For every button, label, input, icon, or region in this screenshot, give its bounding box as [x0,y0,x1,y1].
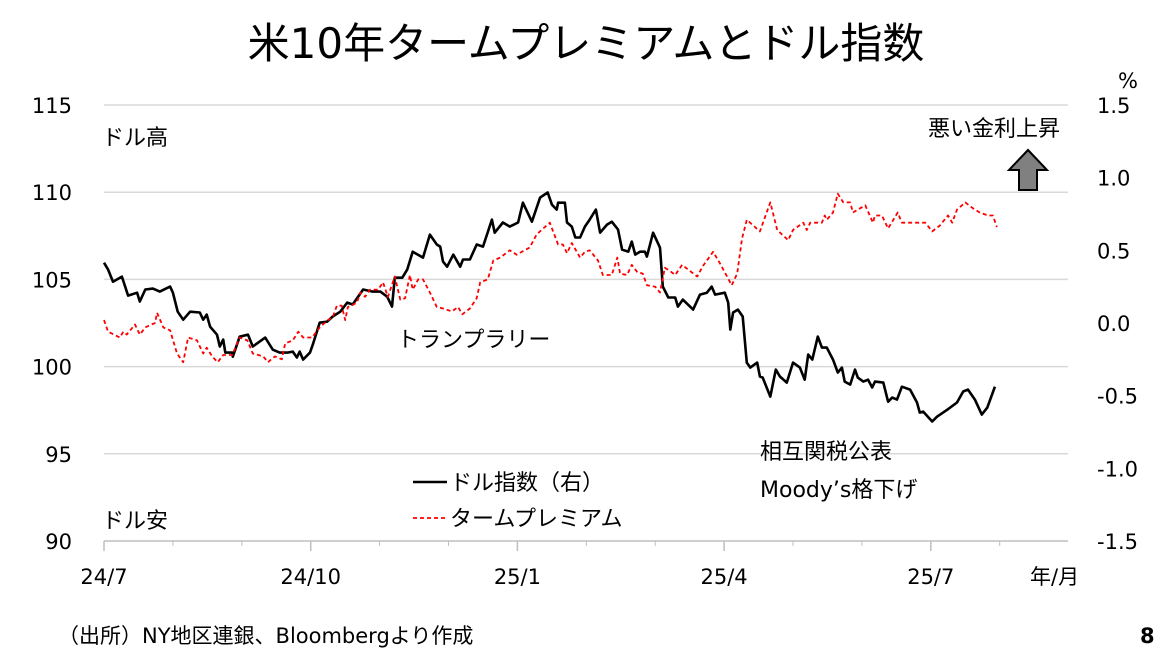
annotation-tariff: 相互関税公表 [760,440,892,465]
series-line-dollar-index [102,191,997,423]
page-number: 8 [1140,624,1155,648]
annotation-moodys: Moody’s格下げ [760,478,917,503]
annotation-trump-rally: トランプラリー [397,328,550,353]
y-left-tick-label: 115 [32,94,72,118]
annotation-bad-rate-rise: 悪い金利上昇 [928,117,1060,142]
x-unit-label: 年/月 [1030,565,1079,589]
x-tick-label: 25/7 [907,565,954,589]
y-left-tick-label: 90 [45,530,72,554]
series-layer [102,191,998,423]
y-right-tick-label: -1.5 [1097,530,1138,554]
legend-label-dollar: ドル指数（右） [450,471,604,496]
x-tick-label: 24/10 [280,565,341,589]
x-tick-label: 24/7 [80,565,127,589]
chart-title: 米10年タームプレミアムとドル指数 [248,19,925,68]
y-right-tick-label: -1.0 [1097,457,1138,481]
y-right-tick-label: -0.5 [1097,385,1138,409]
y-left-tick-label: 105 [32,268,72,292]
x-tick-label: 25/4 [701,565,748,589]
y-right-tick-label: 0.0 [1097,312,1130,336]
y-left-tick-label: 100 [32,356,72,380]
up-arrow-icon [1006,148,1050,191]
y-left-tick-label: 95 [45,443,72,467]
y-right-tick-label: 1.5 [1097,94,1130,118]
y-axis-left: 115 110 105 100 95 90 [32,94,72,554]
source-note: （出所）NY地区連銀、Bloombergより作成 [58,624,473,648]
y-right-unit-label: % [1118,69,1138,93]
annotation-dollar-low: ドル安 [102,509,168,534]
y-right-tick-label: 1.0 [1097,167,1130,191]
x-tick-label: 25/1 [494,565,541,589]
series-line-term-premium [103,192,998,364]
annotation-dollar-high: ドル高 [102,126,168,151]
legend: ドル指数（右） タームプレミアム [413,471,622,532]
y-axis-right: 1.5 1.0 0.5 0.0 -0.5 -1.0 -1.5 [1097,94,1138,554]
y-right-tick-label: 0.5 [1097,239,1130,263]
legend-label-premium: タームプレミアム [450,507,622,532]
y-left-tick-label: 110 [32,181,72,205]
gridlines [104,104,1068,455]
x-axis: 24/7 24/10 25/1 25/4 25/7 [80,540,1068,589]
